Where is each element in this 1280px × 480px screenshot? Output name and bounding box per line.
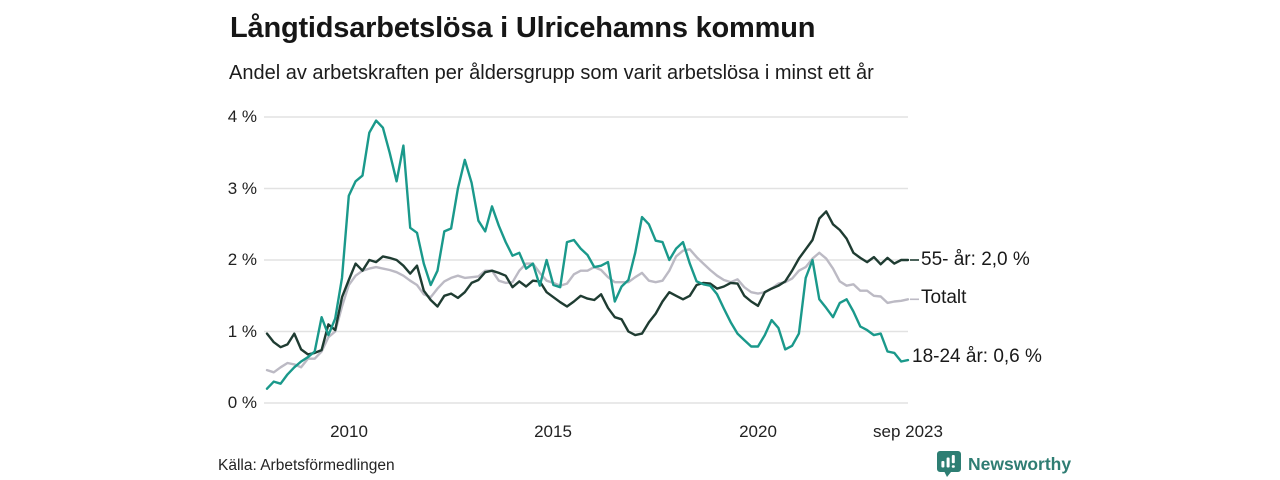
y-axis-tick-label: 3 % [227, 179, 257, 198]
page-title: Långtidsarbetslösa i Ulricehamns kommun [230, 12, 816, 44]
series-end-label-totalt: Totalt [921, 287, 967, 308]
y-axis-tick-label: 1 % [227, 322, 257, 341]
newsworthy-logo-icon [936, 450, 962, 478]
x-axis-tick-label: 2015 [534, 422, 572, 441]
source-attribution: Källa: Arbetsförmedlingen [218, 457, 395, 474]
series-line-55 [265, 210, 910, 356]
x-axis-tick-label: 2010 [330, 422, 368, 441]
newsworthy-brand: Newsworthy [936, 450, 1071, 478]
x-axis-tick-label: 2020 [739, 422, 777, 441]
series-end-label-18-24-ar: 18-24 år: 0,6 % [912, 346, 1042, 367]
series-line-totalt [265, 248, 910, 374]
y-axis-tick-label: 2 % [227, 250, 257, 269]
series-line-1824 [265, 119, 910, 390]
series-end-label-55-ar: 55- år: 2,0 % [921, 249, 1030, 270]
y-axis-tick-label: 4 % [227, 107, 257, 126]
y-axis-tick-label: 0 % [227, 393, 257, 412]
newsworthy-wordmark: Newsworthy [968, 453, 1072, 474]
x-axis-tick-label: sep 2023 [873, 422, 943, 441]
page-subtitle: Andel av arbetskraften per åldersgrupp s… [229, 62, 874, 84]
